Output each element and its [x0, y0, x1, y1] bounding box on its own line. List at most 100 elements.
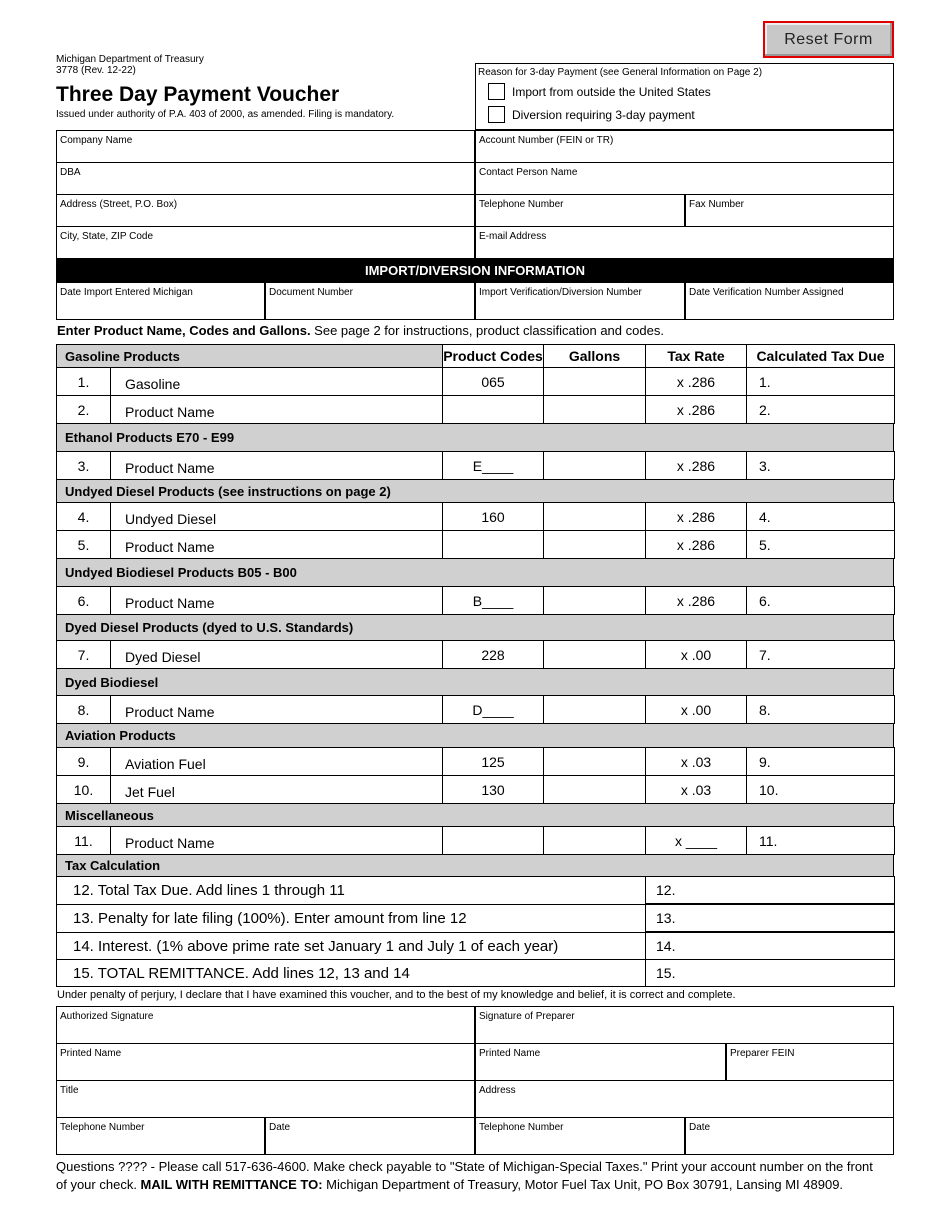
tax-line-amount[interactable]: 13. [645, 904, 895, 932]
preparer-fein-field[interactable]: Preparer FEIN [726, 1043, 894, 1081]
calculated-tax-due-cell[interactable]: 9. [746, 747, 895, 776]
date-verification-field[interactable]: Date Verification Number Assigned [685, 282, 894, 320]
authorized-signature-field[interactable]: Authorized Signature [56, 1006, 475, 1044]
calculated-tax-due-cell[interactable]: 7. [746, 640, 895, 669]
calculated-tax-due-cell[interactable]: 3. [746, 451, 895, 480]
product-code-cell[interactable]: D____ [442, 695, 544, 724]
product-code-cell[interactable] [442, 530, 544, 559]
city-input[interactable] [59, 238, 472, 256]
date-verification-input[interactable] [688, 299, 891, 317]
gallons-cell[interactable] [543, 775, 646, 804]
preparer-signature-field[interactable]: Signature of Preparer [475, 1006, 894, 1044]
product-name-cell[interactable]: Product Name [110, 695, 443, 724]
gallons-cell[interactable] [543, 451, 646, 480]
email-input[interactable] [478, 238, 891, 256]
signer-telephone-input[interactable] [59, 1134, 262, 1152]
gallons-cell[interactable] [543, 695, 646, 724]
checkbox-diversion[interactable] [488, 106, 505, 123]
product-code-cell[interactable]: 125 [442, 747, 544, 776]
tax-line-amount[interactable]: 15. [645, 959, 895, 987]
date-import-input[interactable] [59, 299, 262, 317]
preparer-address-input[interactable] [478, 1097, 891, 1115]
telephone-field[interactable]: Telephone Number [475, 194, 685, 227]
gallons-cell[interactable] [543, 530, 646, 559]
preparer-date-input[interactable] [688, 1134, 891, 1152]
product-name-cell[interactable]: Product Name [110, 586, 443, 615]
date-import-field[interactable]: Date Import Entered Michigan [56, 282, 265, 320]
company-name-input[interactable] [59, 142, 472, 160]
preparer-telephone-field[interactable]: Telephone Number [475, 1117, 685, 1155]
product-name-cell[interactable]: Undyed Diesel [110, 502, 443, 531]
product-name-cell[interactable]: Gasoline [110, 367, 443, 396]
calculated-tax-due-cell[interactable]: 6. [746, 586, 895, 615]
document-number-field[interactable]: Document Number [265, 282, 475, 320]
gallons-cell[interactable] [543, 586, 646, 615]
product-code-cell[interactable] [442, 395, 544, 424]
address-field[interactable]: Address (Street, P.O. Box) [56, 194, 475, 227]
preparer-date-field[interactable]: Date [685, 1117, 894, 1155]
product-name-cell[interactable]: Product Name [110, 530, 443, 559]
calculated-tax-due-cell[interactable]: 10. [746, 775, 895, 804]
dba-input[interactable] [59, 174, 472, 192]
gallons-cell[interactable] [543, 747, 646, 776]
signer-date-input[interactable] [268, 1134, 472, 1152]
instructions-rest: See page 2 for instructions, product cla… [310, 323, 664, 338]
gallons-cell[interactable] [543, 395, 646, 424]
product-name-cell[interactable]: Product Name [110, 451, 443, 480]
tax-line-amount[interactable]: 12. [645, 876, 895, 904]
product-name-cell[interactable]: Jet Fuel [110, 775, 443, 804]
signer-telephone-field[interactable]: Telephone Number [56, 1117, 265, 1155]
product-code-cell[interactable]: 130 [442, 775, 544, 804]
verification-number-field[interactable]: Import Verification/Diversion Number [475, 282, 685, 320]
product-code-cell[interactable]: 160 [442, 502, 544, 531]
preparer-telephone-label: Telephone Number [479, 1122, 564, 1133]
calculated-tax-due-cell[interactable]: 8. [746, 695, 895, 724]
title-field[interactable]: Title [56, 1080, 475, 1118]
printed-name-input[interactable] [59, 1060, 472, 1078]
preparer-telephone-input[interactable] [478, 1134, 682, 1152]
telephone-input[interactable] [478, 206, 682, 224]
product-code-cell[interactable] [442, 826, 544, 855]
calculated-tax-due-cell[interactable]: 4. [746, 502, 895, 531]
address-input[interactable] [59, 206, 472, 224]
document-number-input[interactable] [268, 299, 472, 317]
product-code-cell[interactable]: B____ [442, 586, 544, 615]
product-name-cell[interactable]: Product Name [110, 395, 443, 424]
calculated-tax-due-cell[interactable]: 5. [746, 530, 895, 559]
gallons-cell[interactable] [543, 367, 646, 396]
preparer-date-label: Date [689, 1122, 711, 1133]
product-name-cell[interactable]: Dyed Diesel [110, 640, 443, 669]
preparer-address-field[interactable]: Address [475, 1080, 894, 1118]
calculated-tax-due-cell[interactable]: 11. [746, 826, 895, 855]
contact-field[interactable]: Contact Person Name [475, 162, 894, 195]
reset-form-button[interactable]: Reset Form [763, 21, 894, 58]
calculated-tax-due-cell[interactable]: 2. [746, 395, 895, 424]
signer-date-field[interactable]: Date [265, 1117, 475, 1155]
fax-input[interactable] [688, 206, 891, 224]
email-field[interactable]: E-mail Address [475, 226, 894, 259]
dba-field[interactable]: DBA [56, 162, 475, 195]
product-name-cell[interactable]: Product Name [110, 826, 443, 855]
preparer-fein-input[interactable] [729, 1060, 891, 1078]
account-number-input[interactable] [478, 142, 891, 160]
tax-line-amount[interactable]: 14. [645, 932, 895, 960]
gallons-cell[interactable] [543, 640, 646, 669]
preparer-printed-name-input[interactable] [478, 1060, 723, 1078]
product-code-cell[interactable]: E____ [442, 451, 544, 480]
company-name-field[interactable]: Company Name [56, 130, 475, 163]
gallons-cell[interactable] [543, 826, 646, 855]
printed-name-field[interactable]: Printed Name [56, 1043, 475, 1081]
product-name-cell[interactable]: Aviation Fuel [110, 747, 443, 776]
calculated-tax-due-cell[interactable]: 1. [746, 367, 895, 396]
city-field[interactable]: City, State, ZIP Code [56, 226, 475, 259]
product-code-cell[interactable]: 065 [442, 367, 544, 396]
fax-field[interactable]: Fax Number [685, 194, 894, 227]
preparer-printed-name-field[interactable]: Printed Name [475, 1043, 726, 1081]
verification-number-input[interactable] [478, 299, 682, 317]
contact-input[interactable] [478, 174, 891, 192]
product-code-cell[interactable]: 228 [442, 640, 544, 669]
checkbox-import[interactable] [488, 83, 505, 100]
title-input[interactable] [59, 1097, 472, 1115]
account-number-field[interactable]: Account Number (FEIN or TR) [475, 130, 894, 163]
gallons-cell[interactable] [543, 502, 646, 531]
